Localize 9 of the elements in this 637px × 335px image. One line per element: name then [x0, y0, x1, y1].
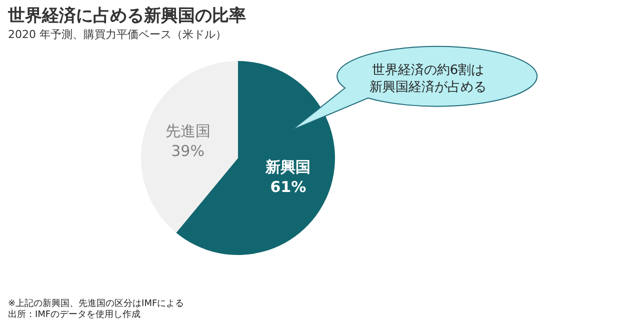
chart-title: 世界経済に占める新興国の比率: [7, 6, 246, 26]
data-label: 61%: [270, 178, 306, 196]
text: 出所：IMFのデータを使用し作成: [8, 309, 141, 320]
slice-label: 新興国: [264, 158, 311, 176]
data-label: 39%: [171, 142, 204, 160]
text: 世界経済の約6割は新興国経済が占める: [370, 62, 486, 95]
slice-label: 先進国: [165, 122, 210, 140]
chart-subtitle: 2020 年予測、購買力平価ベース（米ドル）: [8, 28, 226, 41]
text: ※上記の新興国、先進国の区分はIMFによる: [8, 298, 184, 309]
